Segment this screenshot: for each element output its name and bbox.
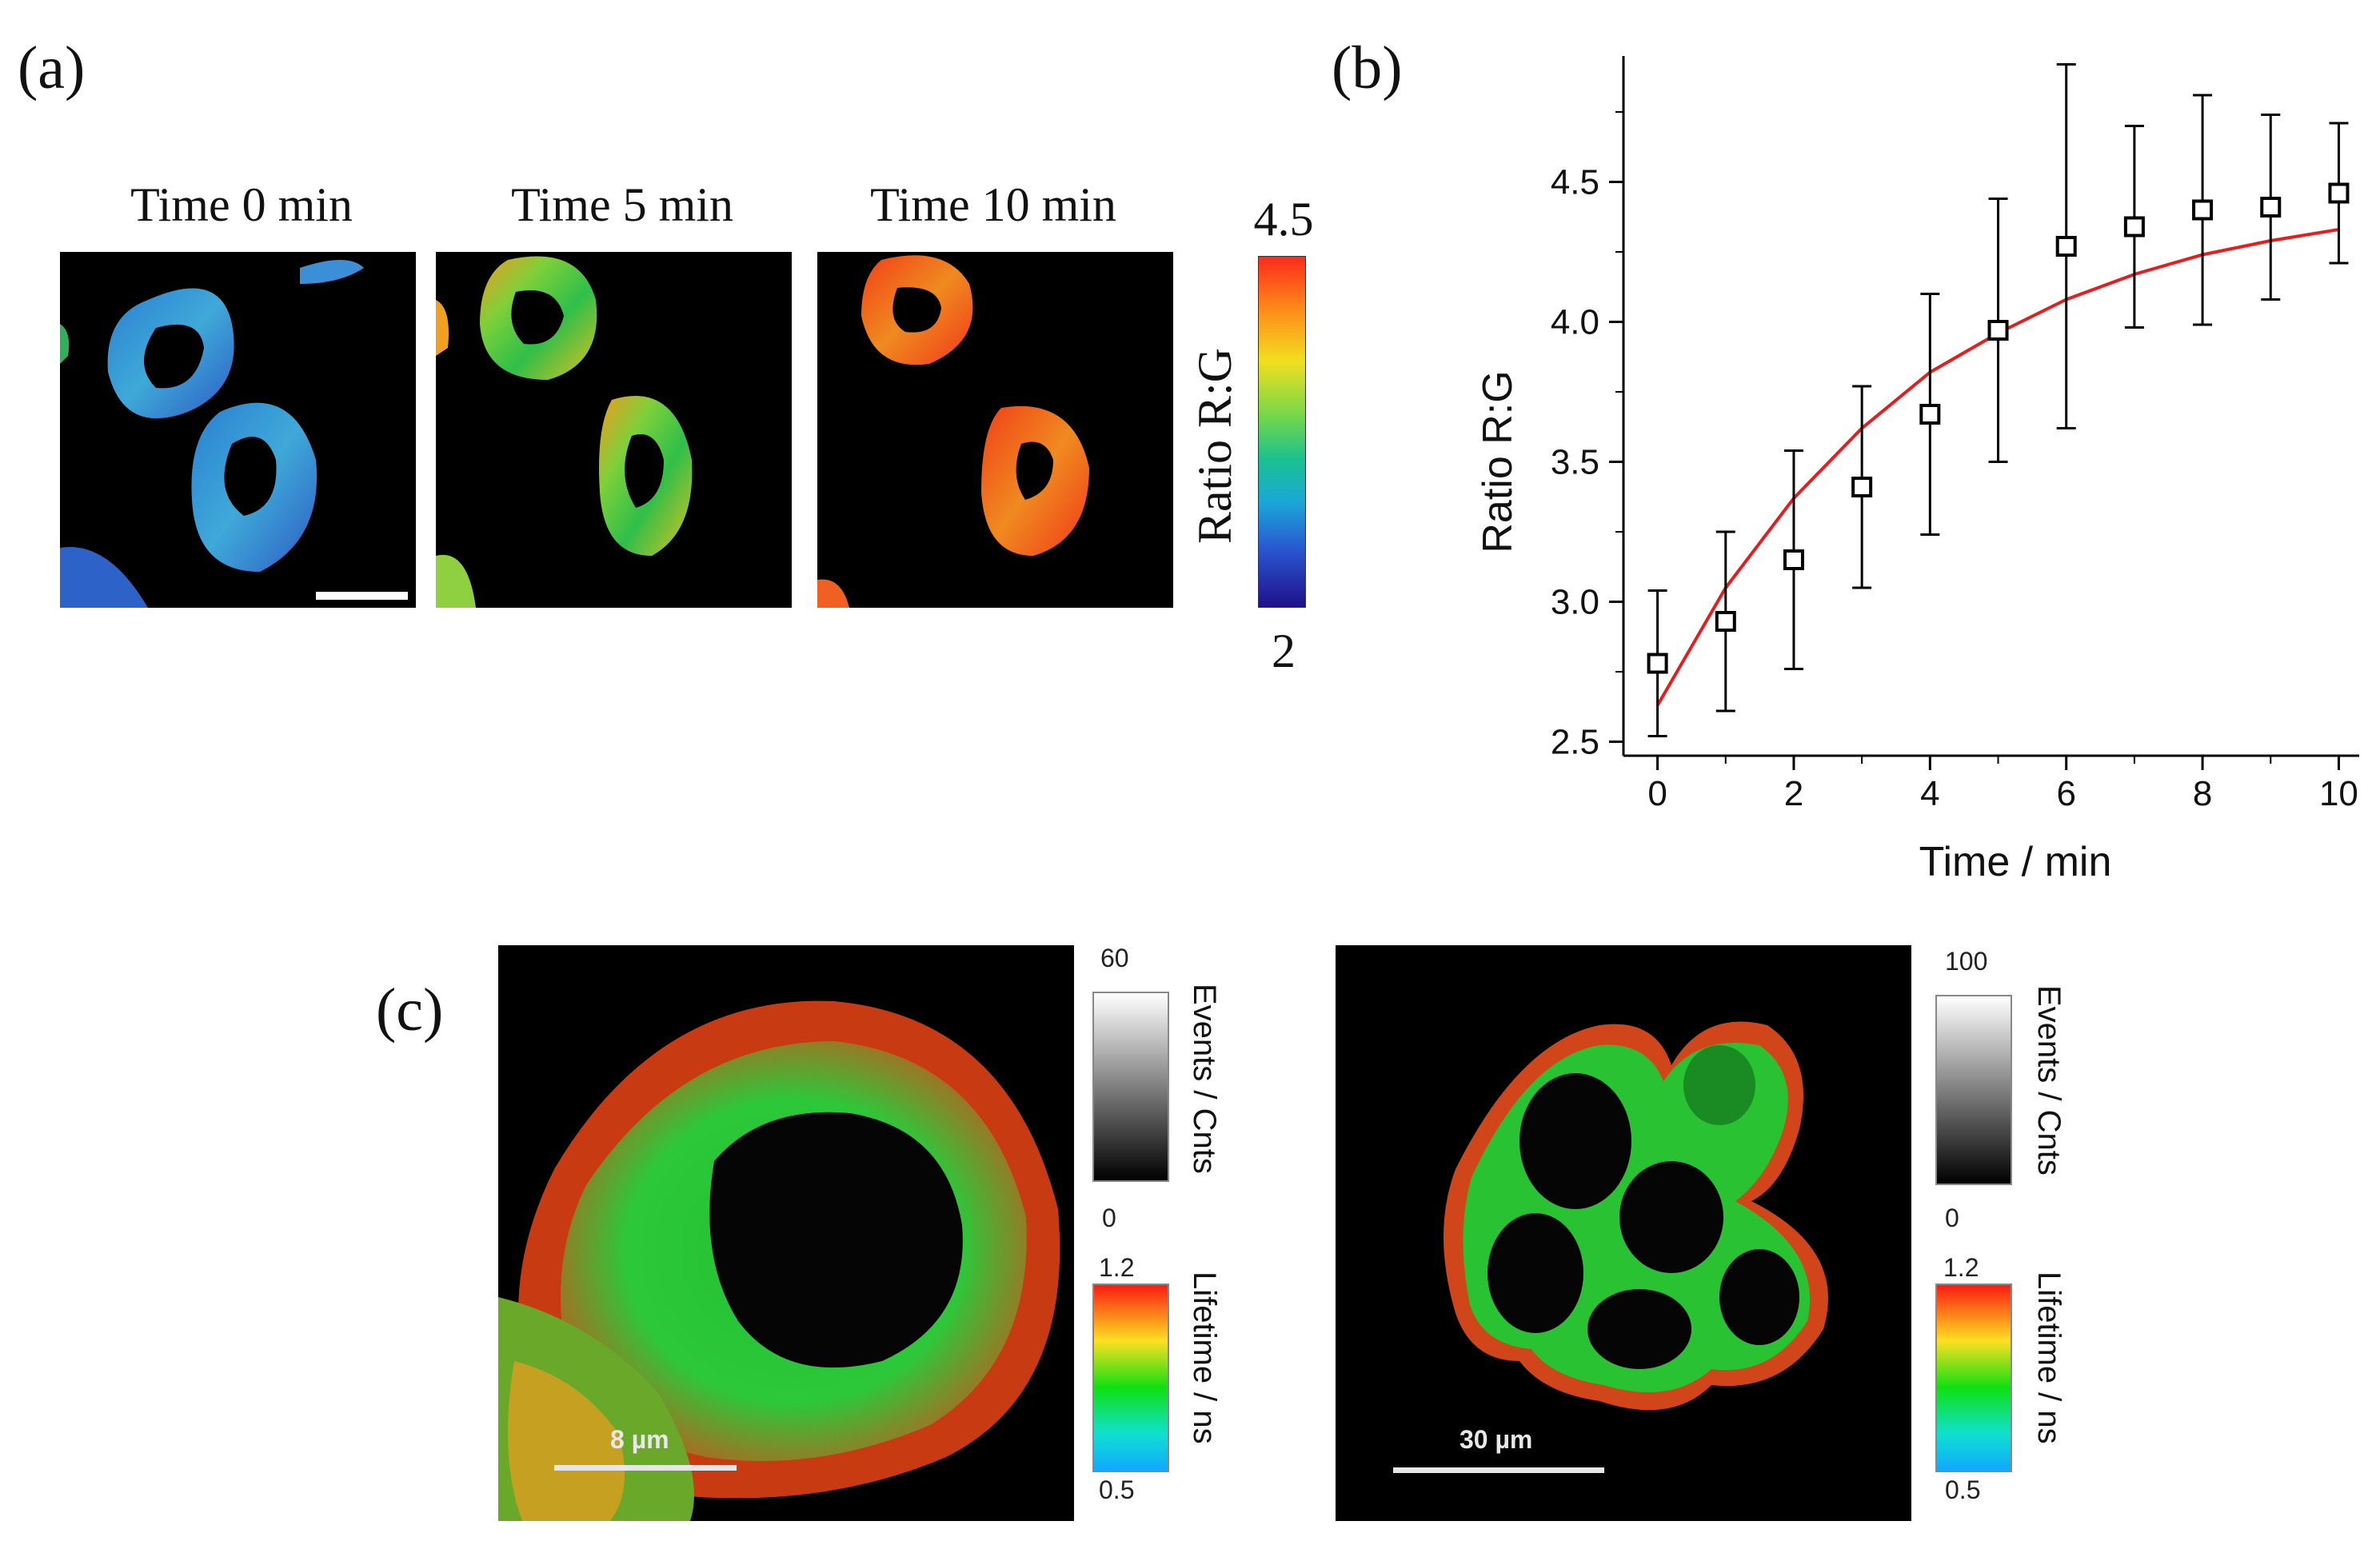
x-axis-label: Time / min	[1919, 839, 2112, 885]
panel-a-label: (a)	[18, 34, 86, 102]
y-axis-label: Ratio R:G	[1475, 370, 1521, 553]
events-colorbar-2	[1935, 995, 2012, 1185]
time-5-title: Time 5 min	[511, 178, 733, 231]
y-tick-label: 3.0	[1551, 583, 1599, 622]
ratio-colorbar	[1258, 256, 1306, 608]
y-tick-label: 3.5	[1551, 443, 1599, 482]
lifetime-max-1: 1.2	[1099, 1253, 1135, 1282]
x-tick-label: 8	[2193, 774, 2212, 813]
data-point	[2192, 199, 2214, 221]
lifetime-min-2: 0.5	[1945, 1475, 1981, 1504]
time-10-title: Time 10 min	[870, 178, 1116, 231]
colorbar-min: 2	[1272, 625, 1296, 677]
data-point	[2328, 182, 2350, 204]
scale-bar	[316, 592, 408, 600]
lifetime-max-2: 1.2	[1943, 1253, 1979, 1282]
flim-image-2: 30 µm	[1336, 945, 1911, 1521]
data-point	[1715, 611, 1736, 632]
ratio-vs-time-chart: 2.5 3.0 3.5 4.0 4.5 0 2 4 6 8 10 Time / min Ratio R:…	[1475, 56, 2359, 885]
scale-label-8um: 8 µm	[610, 1425, 669, 1454]
events-max-2: 100	[1945, 947, 1988, 976]
flim-image-1: 8 µm	[498, 945, 1074, 1521]
y-tick-label: 4.0	[1551, 303, 1599, 342]
data-point	[1851, 477, 1873, 497]
events-label-1: Events / Cnts	[1187, 984, 1222, 1174]
x-tick-label: 4	[1920, 774, 1939, 813]
y-tick-label: 4.5	[1551, 163, 1599, 202]
micrograph-time-10	[817, 252, 1173, 608]
events-colorbar-1	[1092, 992, 1169, 1182]
colorbar-max: 4.5	[1253, 193, 1314, 246]
data-point	[1987, 320, 2009, 341]
x-tick-label: 10	[2319, 774, 2358, 813]
lifetime-label-1: Lifetime / ns	[1187, 1272, 1222, 1444]
micrograph-time-0	[60, 252, 416, 608]
data-point	[1919, 404, 1941, 425]
data-point	[2055, 236, 2077, 257]
events-label-2: Events / Cnts	[2031, 985, 2067, 1176]
data-point	[2123, 216, 2145, 238]
data-point	[1783, 549, 1804, 570]
data-point	[1647, 653, 1668, 674]
micrograph-time-5	[436, 252, 792, 608]
lifetime-colorbar-2	[1935, 1284, 2012, 1472]
lifetime-label-2: Lifetime / ns	[2031, 1272, 2067, 1444]
panel-c-label: (c)	[376, 976, 444, 1044]
lifetime-min-1: 0.5	[1099, 1475, 1135, 1504]
x-tick-label: 2	[1784, 774, 1803, 813]
data-point	[2260, 197, 2282, 218]
events-max-1: 60	[1100, 944, 1129, 972]
x-tick-label: 0	[1647, 774, 1667, 813]
scale-label-30um: 30 µm	[1460, 1425, 1533, 1454]
y-tick-label: 2.5	[1551, 723, 1599, 762]
time-0-title: Time 0 min	[130, 178, 353, 231]
panel-b-label: (b)	[1332, 34, 1403, 102]
x-tick-label: 6	[2056, 774, 2075, 813]
events-min-1: 0	[1102, 1204, 1116, 1232]
events-min-2: 0	[1945, 1204, 1959, 1232]
lifetime-colorbar-1	[1092, 1284, 1169, 1472]
